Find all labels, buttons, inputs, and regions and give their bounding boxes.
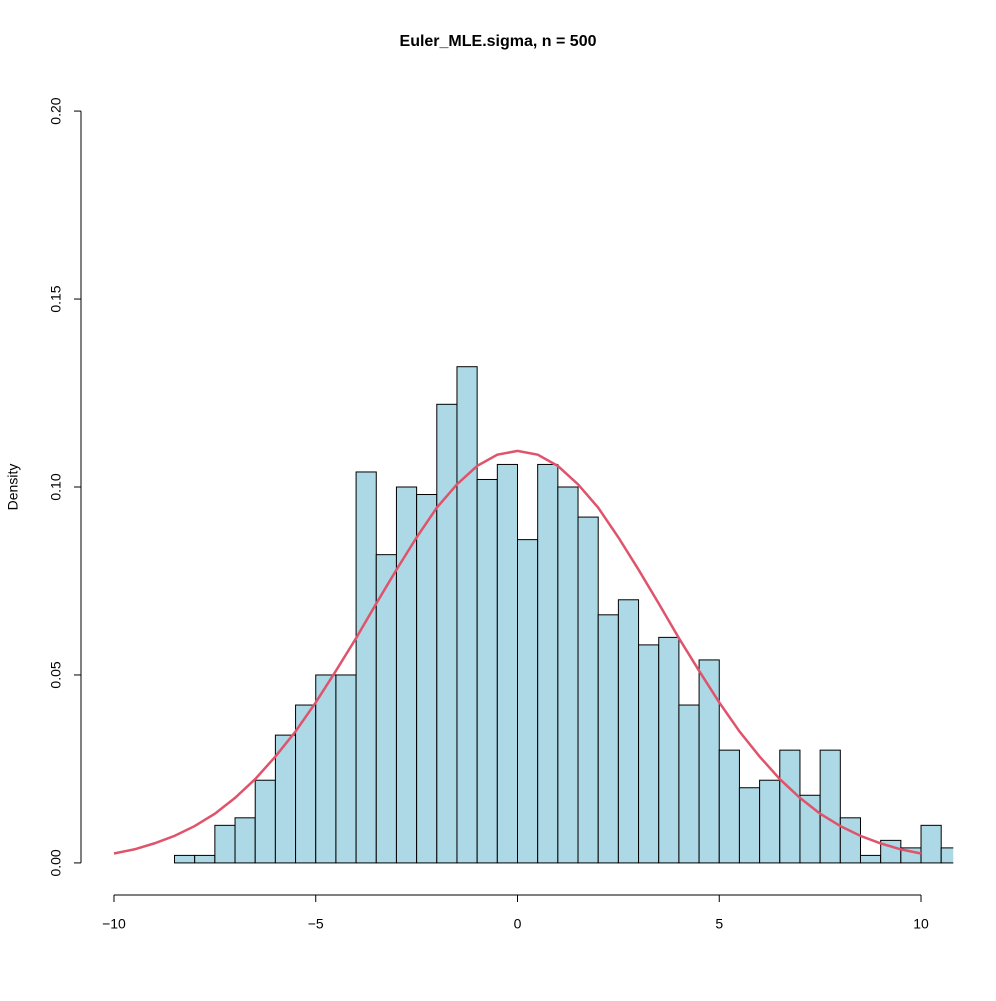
y-axis-label: Density [5, 464, 21, 511]
bar [194, 854, 216, 864]
x-tick-label: −10 [102, 916, 126, 932]
bar [557, 486, 579, 864]
bar [819, 749, 841, 864]
bar [517, 539, 539, 864]
y-tick-label: 0.20 [48, 97, 64, 124]
bar [658, 636, 680, 864]
x-tick-label: 10 [913, 916, 929, 932]
bar [698, 659, 720, 864]
bar [577, 516, 599, 864]
bar [416, 494, 438, 864]
bar [597, 614, 619, 864]
bar [537, 463, 559, 864]
bar [839, 817, 861, 864]
bar [174, 854, 196, 864]
bar [759, 779, 781, 864]
y-tick-label: 0.10 [48, 473, 64, 500]
y-tick-label: 0.00 [48, 849, 64, 876]
bar [738, 787, 761, 864]
bar [920, 824, 942, 864]
bar [779, 749, 801, 864]
x-tick-label: −5 [308, 916, 324, 932]
y-tick-label: 0.05 [48, 661, 64, 688]
bar [375, 554, 397, 864]
bar [496, 463, 518, 864]
bar [456, 366, 478, 864]
bar [254, 779, 276, 864]
x-tick-label: 5 [715, 916, 723, 932]
bar [940, 847, 954, 864]
bar [678, 704, 700, 864]
density-curve [113, 449, 922, 855]
bar [617, 599, 640, 864]
chart-title: Euler_MLE.sigma, n = 500 [400, 33, 597, 50]
bar [638, 644, 660, 864]
bar [436, 403, 458, 864]
bar [315, 674, 337, 864]
bar [859, 854, 882, 864]
bar [335, 674, 357, 864]
y-tick-label: 0.15 [48, 285, 64, 312]
x-tick-label: 0 [514, 916, 522, 932]
bar [718, 749, 740, 864]
bar [234, 817, 256, 864]
bar [214, 824, 236, 864]
plot-area [113, 366, 954, 864]
bar [355, 471, 377, 864]
bar [476, 478, 498, 864]
